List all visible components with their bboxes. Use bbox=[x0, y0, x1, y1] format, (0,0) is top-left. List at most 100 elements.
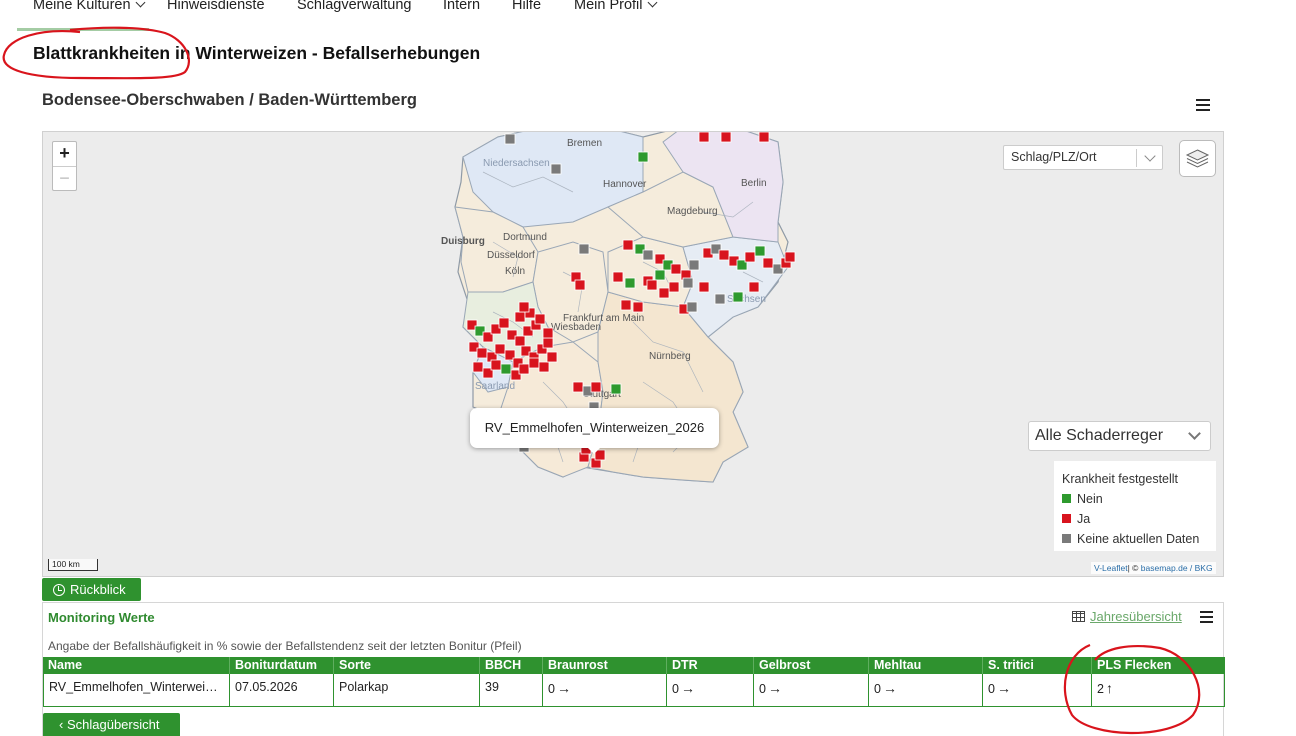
field-marker[interactable] bbox=[522, 325, 534, 337]
field-marker[interactable] bbox=[490, 359, 502, 371]
field-marker[interactable] bbox=[754, 245, 766, 257]
zoom-in-button[interactable]: + bbox=[59, 143, 70, 163]
field-marker[interactable] bbox=[466, 319, 478, 331]
field-marker[interactable] bbox=[772, 263, 784, 275]
year-overview-link[interactable]: Jahresübersicht bbox=[1072, 609, 1182, 624]
field-marker[interactable] bbox=[538, 361, 550, 373]
field-marker[interactable] bbox=[634, 243, 646, 255]
field-marker[interactable] bbox=[536, 343, 548, 355]
field-marker[interactable] bbox=[572, 381, 584, 393]
field-marker[interactable] bbox=[500, 363, 512, 375]
field-marker[interactable] bbox=[698, 281, 710, 293]
field-marker[interactable] bbox=[698, 132, 710, 143]
field-overview-button[interactable]: ‹ Schlagübersicht bbox=[43, 713, 180, 736]
field-marker[interactable] bbox=[524, 307, 536, 319]
layers-button[interactable] bbox=[1179, 140, 1216, 177]
field-marker[interactable] bbox=[542, 327, 554, 339]
field-marker[interactable] bbox=[654, 269, 666, 281]
field-marker[interactable] bbox=[518, 363, 530, 375]
field-marker[interactable] bbox=[472, 361, 484, 373]
field-marker[interactable] bbox=[658, 287, 670, 299]
field-marker[interactable] bbox=[578, 243, 590, 255]
column-header-name[interactable]: Name bbox=[48, 658, 83, 672]
field-marker[interactable] bbox=[632, 301, 644, 313]
zoom-out-button[interactable]: − bbox=[53, 166, 76, 190]
column-header-date[interactable]: Boniturdatum bbox=[229, 657, 333, 674]
field-marker[interactable] bbox=[688, 259, 700, 271]
field-marker[interactable] bbox=[610, 383, 622, 395]
field-marker[interactable] bbox=[762, 257, 774, 269]
field-marker[interactable] bbox=[714, 293, 726, 305]
field-marker[interactable] bbox=[736, 259, 748, 271]
field-marker[interactable] bbox=[620, 299, 632, 311]
field-marker[interactable] bbox=[528, 357, 540, 369]
cell-gelbrost: 0 → bbox=[753, 674, 868, 707]
field-marker[interactable] bbox=[720, 132, 732, 143]
field-marker[interactable] bbox=[520, 345, 532, 357]
column-header-stritici[interactable]: S. tritici bbox=[982, 657, 1091, 674]
field-marker[interactable] bbox=[784, 251, 796, 263]
nav-item-mein-profil[interactable]: Mein Profil bbox=[574, 0, 657, 13]
column-header-braunrost[interactable]: Braunrost bbox=[542, 657, 666, 674]
pest-filter-select[interactable]: Alle Schaderreger bbox=[1028, 421, 1211, 451]
field-marker[interactable] bbox=[534, 313, 546, 325]
map-view[interactable]: Bremen Niedersachsen Hannover Berlin Mag… bbox=[42, 131, 1224, 577]
field-marker[interactable] bbox=[490, 323, 502, 335]
table-row[interactable]: RV_Emmelhofen_Winterwei… 07.05.2026 Pola… bbox=[43, 674, 1225, 707]
field-marker[interactable] bbox=[637, 151, 649, 163]
field-marker[interactable] bbox=[514, 335, 526, 347]
nav-item-meine-kulturen[interactable]: Meine Kulturen bbox=[33, 0, 145, 13]
field-marker[interactable] bbox=[546, 351, 558, 363]
nav-item-hilfe[interactable]: Hilfe bbox=[512, 0, 541, 13]
field-marker[interactable] bbox=[482, 331, 494, 343]
field-marker[interactable] bbox=[686, 301, 698, 313]
field-marker[interactable] bbox=[574, 279, 586, 291]
field-marker[interactable] bbox=[758, 132, 770, 143]
basemap-link[interactable]: basemap.de / BKG bbox=[1140, 563, 1213, 573]
field-marker[interactable] bbox=[482, 367, 494, 379]
review-button[interactable]: Rückblick bbox=[42, 578, 141, 601]
vleaflet-link[interactable]: V-Leaflet bbox=[1094, 563, 1128, 573]
nav-item-hinweisdienste[interactable]: Hinweisdienste bbox=[167, 0, 265, 13]
field-marker[interactable] bbox=[642, 249, 654, 261]
field-marker[interactable] bbox=[624, 277, 636, 289]
field-marker[interactable] bbox=[646, 279, 658, 291]
field-marker[interactable] bbox=[510, 369, 522, 381]
field-marker[interactable] bbox=[744, 251, 756, 263]
field-marker[interactable] bbox=[550, 163, 562, 175]
column-header-variety[interactable]: Sorte bbox=[333, 657, 479, 674]
field-marker[interactable] bbox=[518, 301, 530, 313]
nav-item-intern[interactable]: Intern bbox=[443, 0, 480, 13]
nav-item-schlagverwaltung[interactable]: Schlagverwaltung bbox=[297, 0, 411, 13]
hamburger-icon[interactable] bbox=[1196, 99, 1210, 111]
field-marker[interactable] bbox=[732, 291, 744, 303]
field-marker[interactable] bbox=[498, 317, 510, 329]
field-marker[interactable] bbox=[494, 343, 506, 355]
field-marker[interactable] bbox=[590, 381, 602, 393]
location-search-select[interactable]: Schlag/PLZ/Ort bbox=[1003, 145, 1163, 170]
column-header-dtr[interactable]: DTR bbox=[666, 657, 753, 674]
field-marker[interactable] bbox=[670, 263, 682, 275]
field-marker[interactable] bbox=[542, 337, 554, 349]
field-marker[interactable] bbox=[748, 281, 760, 293]
field-marker[interactable] bbox=[504, 349, 516, 361]
field-marker[interactable] bbox=[612, 271, 624, 283]
field-marker[interactable] bbox=[622, 239, 634, 251]
field-marker[interactable] bbox=[682, 277, 694, 289]
column-header-mehltau[interactable]: Mehltau bbox=[868, 657, 982, 674]
field-marker[interactable] bbox=[514, 311, 526, 323]
field-marker[interactable] bbox=[474, 325, 486, 337]
field-marker[interactable] bbox=[468, 341, 480, 353]
field-marker[interactable] bbox=[668, 281, 680, 293]
field-marker[interactable] bbox=[718, 249, 730, 261]
hamburger-icon[interactable] bbox=[1200, 611, 1213, 625]
field-marker[interactable] bbox=[476, 347, 488, 359]
field-marker[interactable] bbox=[506, 329, 518, 341]
field-marker[interactable] bbox=[512, 357, 524, 369]
column-header-gelbrost[interactable]: Gelbrost bbox=[753, 657, 868, 674]
field-marker[interactable] bbox=[710, 243, 722, 255]
column-header-pls[interactable]: PLS Flecken bbox=[1091, 657, 1225, 674]
field-marker[interactable] bbox=[654, 253, 666, 265]
column-header-bbch[interactable]: BBCH bbox=[479, 657, 542, 674]
field-marker[interactable] bbox=[504, 133, 516, 145]
